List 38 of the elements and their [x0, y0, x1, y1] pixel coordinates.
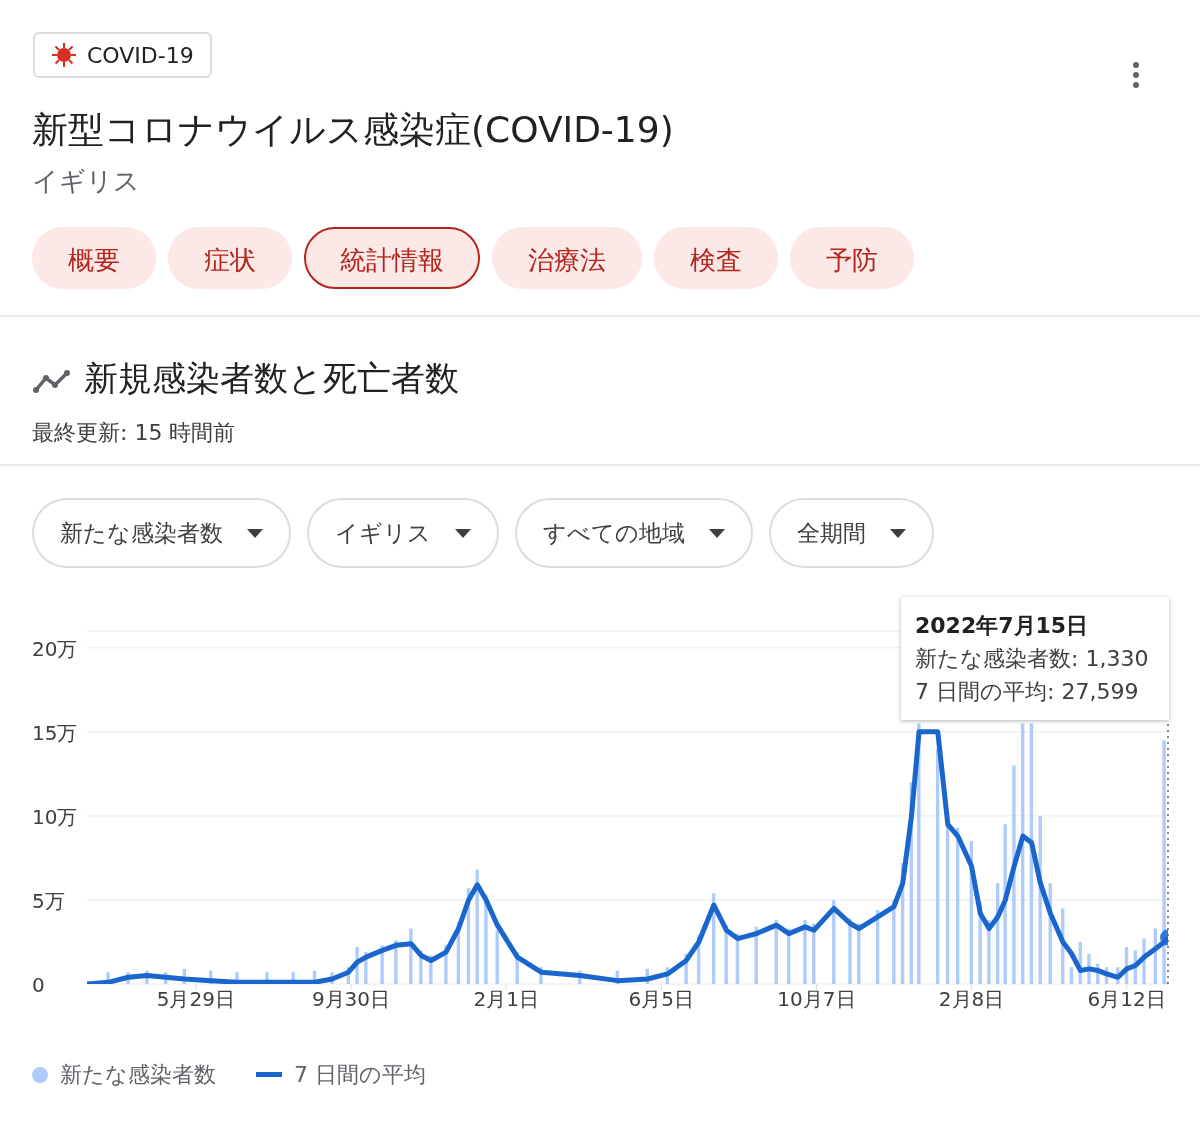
bar: [1012, 765, 1016, 984]
text: 全期間: [797, 518, 866, 548]
legend-label: 7 日間の平均: [294, 1061, 426, 1089]
bar: [475, 869, 479, 984]
chart-subtitle: イギリス: [32, 165, 140, 198]
text: 予防: [790, 227, 914, 289]
bar: [848, 918, 852, 984]
text: すべての地域: [543, 518, 685, 548]
x-tick-label: 6月5日: [628, 987, 695, 1012]
text: 治療法: [492, 227, 642, 289]
x-tick-label: 2月1日: [473, 987, 539, 1012]
legend-label: 新たな感染者数: [60, 1061, 216, 1089]
y-tick-label: 5万: [32, 888, 65, 913]
chart-title: 新型コロナウイルス感染症(COVID-19): [32, 108, 674, 152]
y-tick-label: 10万: [32, 804, 78, 829]
bar: [803, 920, 807, 984]
x-tick-label: 5月29日: [156, 987, 235, 1012]
text: 統計情報: [304, 227, 480, 289]
text: 最終更新: 15 時間前: [32, 419, 236, 447]
x-tick-label: 10月7日: [777, 987, 856, 1012]
x-tick-label: 9月30日: [311, 987, 391, 1012]
x-tick-label: 6月12日: [1087, 987, 1166, 1012]
text: 検査: [654, 227, 778, 289]
text: COVID-19: [87, 42, 194, 68]
text: 症状: [168, 227, 292, 289]
text: イギリス: [335, 518, 431, 548]
y-tick-label: 15万: [32, 720, 78, 745]
y-tick-label: 20万: [32, 636, 78, 661]
annotation: 新たな感染者数: 1,330: [915, 645, 1150, 673]
bar: [1162, 740, 1166, 984]
text: 概要: [32, 227, 156, 289]
y-tick-label: 0: [32, 973, 45, 997]
text: 新規感染者数と死亡者数: [84, 357, 459, 400]
text: 新たな感染者数: [60, 518, 223, 548]
x-tick-label: 2月8日: [938, 987, 1005, 1012]
annotation: 2022年7月15日: [915, 612, 1090, 640]
annotation: 7 日間の平均: 27,599: [915, 678, 1140, 706]
bar: [754, 926, 758, 984]
